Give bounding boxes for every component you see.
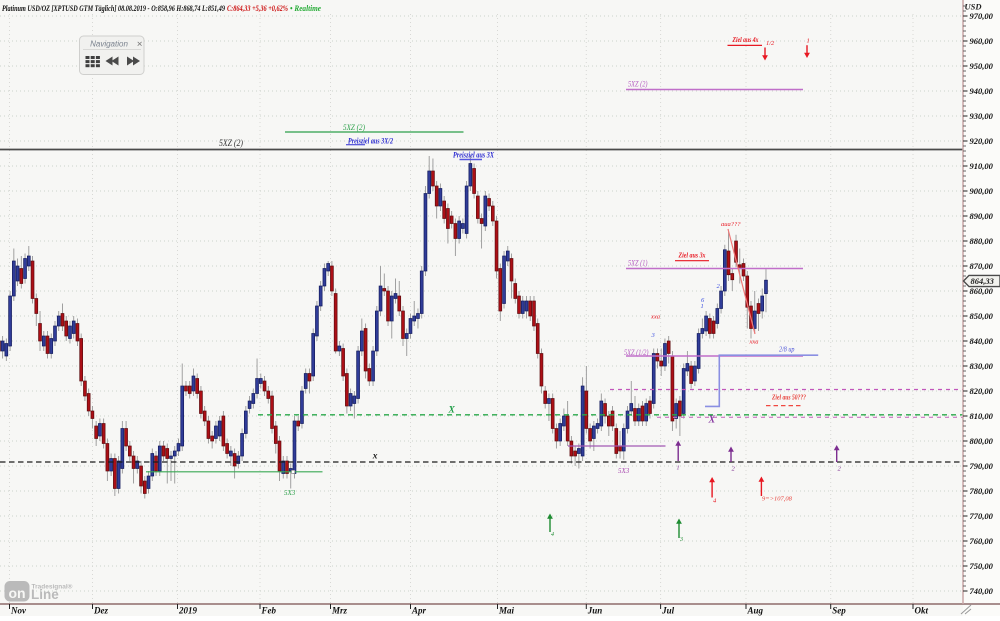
svg-text:5XZ (1/2): 5XZ (1/2) (624, 347, 649, 357)
svg-text:820,00: 820,00 (970, 386, 994, 396)
svg-text:5XZ (2): 5XZ (2) (628, 79, 648, 89)
svg-text:Feb: Feb (261, 606, 277, 616)
svg-text:1/2: 1/2 (766, 40, 775, 47)
svg-text:Line: Line (31, 587, 59, 602)
svg-text:xxa: xxa (749, 339, 759, 346)
svg-text:950,00: 950,00 (970, 61, 994, 71)
svg-text:750,00: 750,00 (970, 561, 994, 571)
svg-text:Aug: Aug (747, 606, 764, 616)
svg-text:• Realtime: • Realtime (290, 3, 321, 13)
svg-text:Platinum USD/OZ [XPTUSD GTM Tä: Platinum USD/OZ [XPTUSD GTM Täglich] 08.… (2, 3, 225, 13)
svg-text:5XZ (2): 5XZ (2) (343, 122, 365, 132)
svg-text:aua???: aua??? (721, 221, 741, 228)
svg-text:5X3: 5X3 (284, 489, 296, 497)
svg-text:Sep: Sep (832, 606, 846, 616)
svg-text:920,00: 920,00 (970, 136, 994, 146)
svg-text:960,00: 960,00 (970, 36, 994, 46)
svg-text:930,00: 930,00 (970, 111, 994, 121)
svg-text:5XZ (1): 5XZ (1) (628, 258, 648, 268)
svg-text:770,00: 770,00 (970, 511, 994, 521)
svg-text:940,00: 940,00 (970, 86, 994, 96)
svg-text:✕: ✕ (137, 40, 143, 49)
svg-text:xxa: xxa (650, 314, 660, 321)
svg-text:2/8 up: 2/8 up (779, 346, 795, 354)
svg-text:9=>107,08: 9=>107,08 (762, 496, 793, 503)
svg-text:910,00: 910,00 (970, 161, 994, 171)
svg-text:870,00: 870,00 (970, 261, 994, 271)
svg-text:800,00: 800,00 (970, 436, 994, 446)
svg-text:840,00: 840,00 (970, 336, 994, 346)
svg-text:830,00: 830,00 (970, 361, 994, 371)
svg-text:on: on (8, 585, 25, 601)
svg-text:Nov: Nov (10, 606, 27, 616)
svg-text:864,33: 864,33 (971, 276, 995, 286)
svg-text:Ziel aus 4x: Ziel aus 4x (732, 36, 759, 44)
svg-text:5X3: 5X3 (618, 467, 630, 475)
svg-text:780,00: 780,00 (970, 486, 994, 496)
svg-text:C:864,33 +5,36 +0,62%: C:864,33 +5,36 +0,62% (227, 3, 288, 13)
svg-text:Navigation: Navigation (90, 39, 128, 48)
svg-text:Jun: Jun (587, 606, 603, 616)
svg-text:760,00: 760,00 (970, 536, 994, 546)
svg-text:Dez: Dez (93, 606, 108, 616)
svg-text:5XZ (2): 5XZ (2) (219, 138, 243, 148)
svg-text:890,00: 890,00 (970, 211, 994, 221)
svg-text:Ziel aus 50???: Ziel aus 50??? (771, 395, 806, 402)
svg-text:1: 1 (677, 466, 680, 472)
svg-text:1: 1 (807, 38, 810, 45)
svg-text:X: X (708, 415, 716, 426)
svg-text:740,00: 740,00 (970, 586, 994, 596)
svg-text:880,00: 880,00 (970, 236, 994, 246)
svg-text:x: x (372, 452, 378, 462)
svg-text:810,00: 810,00 (970, 411, 994, 421)
svg-text:4: 4 (551, 531, 554, 538)
svg-text:900,00: 900,00 (970, 186, 994, 196)
svg-text:Okt: Okt (915, 606, 929, 616)
svg-text:850,00: 850,00 (970, 311, 994, 321)
svg-text:2019: 2019 (178, 606, 198, 616)
svg-text:Mrz: Mrz (331, 606, 348, 616)
svg-text:Ziel aus 3x: Ziel aus 3x (678, 252, 706, 260)
svg-text:Jul: Jul (661, 606, 675, 616)
svg-text:970,00: 970,00 (970, 11, 994, 21)
svg-text:X: X (448, 406, 456, 416)
svg-text:790,00: 790,00 (970, 461, 994, 471)
svg-text:Mai: Mai (498, 606, 515, 616)
svg-text:USD: USD (965, 2, 982, 12)
svg-text:1: 1 (701, 303, 704, 310)
svg-text:3: 3 (679, 537, 683, 543)
svg-text:860,00: 860,00 (970, 286, 994, 296)
svg-text:Preisziel aus 3X/2: Preisziel aus 3X/2 (348, 137, 393, 146)
svg-text:Preisziel aus 3X: Preisziel aus 3X (453, 151, 494, 160)
svg-text:Apr: Apr (411, 606, 427, 616)
